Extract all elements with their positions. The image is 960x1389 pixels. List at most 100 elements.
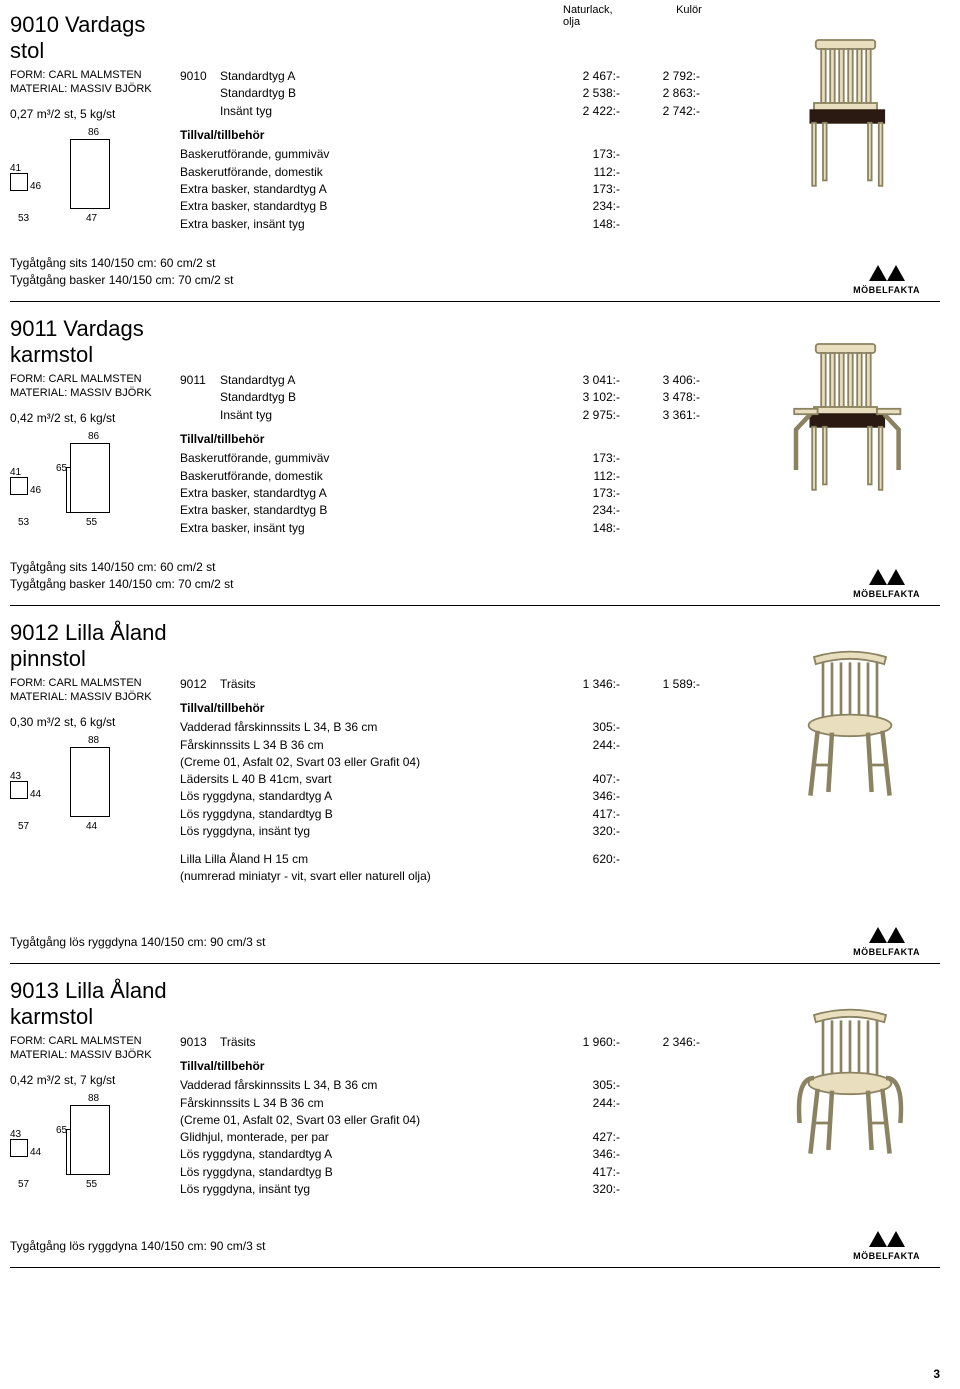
mobelfakta-icon	[869, 567, 905, 587]
footnote-line: Tygåtgång sits 140/150 cm: 60 cm/2 st	[10, 255, 233, 272]
option-price: 173:-	[540, 146, 620, 163]
product-material: MATERIAL: MASSIV BJÖRK	[10, 386, 170, 400]
option-label: Extra basker, standardtyg B	[180, 198, 540, 215]
price-row: 9013 Träsits 1 960:- 2 346:-	[180, 1034, 740, 1051]
product-title: 9011 Vardags karmstol	[10, 316, 170, 368]
price-col1: 2 975:-	[540, 407, 620, 424]
option-row: Lös ryggdyna, standardtyg B 417:-	[180, 806, 740, 823]
option-label: Lädersits L 40 B 41cm, svart	[180, 771, 540, 788]
price-col2: 3 406:-	[620, 372, 700, 389]
product-spec: 0,30 m³/2 st, 6 kg/st	[10, 715, 170, 729]
option-price: 346:-	[540, 1146, 620, 1163]
option-label: Extra basker, insänt tyg	[180, 216, 540, 233]
mobelfakta-icon	[869, 925, 905, 945]
product-section: 9010 Vardags stol FORM: CARL MALMSTEN MA…	[10, 12, 940, 302]
price-col2: 1 589:-	[620, 676, 700, 693]
price-col2: 3 478:-	[620, 389, 700, 406]
option-row: Baskerutförande, domestik 112:-	[180, 164, 740, 181]
price-label: Standardtyg A	[220, 68, 540, 85]
option-row: Baskerutförande, domestik 112:-	[180, 468, 740, 485]
option-price: 112:-	[540, 468, 620, 485]
option-row: Vadderad fårskinnssits L 34, B 36 cm 305…	[180, 719, 740, 736]
option-price: 234:-	[540, 502, 620, 519]
product-image	[770, 326, 930, 506]
option-label: Lös ryggdyna, insänt tyg	[180, 1181, 540, 1198]
price-col1: 3 041:-	[540, 372, 620, 389]
option-price: 173:-	[540, 450, 620, 467]
option-label: Baskerutförande, gummiväv	[180, 146, 540, 163]
option-row: Fårskinnssits L 34 B 36 cm 244:-	[180, 1095, 740, 1112]
price-col1: 3 102:-	[540, 389, 620, 406]
option-price: 407:-	[540, 771, 620, 788]
mobelfakta-label: MÖBELFAKTA	[853, 1251, 920, 1261]
mobelfakta-badge: MÖBELFAKTA	[853, 567, 920, 599]
options-header: Tillval/tillbehör	[180, 432, 740, 446]
price-col2: 2 742:-	[620, 103, 700, 120]
option-price: 305:-	[540, 1077, 620, 1094]
product-spec: 0,42 m³/2 st, 6 kg/st	[10, 411, 170, 425]
option-price: 173:-	[540, 485, 620, 502]
price-label: Insänt tyg	[220, 407, 540, 424]
option-label: Baskerutförande, gummiväv	[180, 450, 540, 467]
option-row: Extra basker, standardtyg A 173:-	[180, 485, 740, 502]
option-price: 346:-	[540, 788, 620, 805]
option-label: Lös ryggdyna, standardtyg B	[180, 806, 540, 823]
option-row: Baskerutförande, gummiväv 173:-	[180, 450, 740, 467]
price-label: Träsits	[220, 676, 540, 693]
option-row: Lös ryggdyna, insänt tyg 320:-	[180, 823, 740, 840]
price-label: Standardtyg A	[220, 372, 540, 389]
price-col1: 1 960:-	[540, 1034, 620, 1051]
product-material: MATERIAL: MASSIV BJÖRK	[10, 82, 170, 96]
product-spec: 0,42 m³/2 st, 7 kg/st	[10, 1073, 170, 1087]
option-note: (numrerad miniatyr - vit, svart eller na…	[180, 868, 740, 885]
price-col1: 2 467:-	[540, 68, 620, 85]
price-label: Insänt tyg	[220, 103, 540, 120]
product-title: 9010 Vardags stol	[10, 12, 170, 64]
mobelfakta-icon	[869, 1229, 905, 1249]
option-row: Lös ryggdyna, standardtyg B 417:-	[180, 1164, 740, 1181]
option-label: Lilla Lilla Åland H 15 cm	[180, 851, 540, 868]
options-header: Tillval/tillbehör	[180, 1059, 740, 1073]
option-row: Fårskinnssits L 34 B 36 cm 244:-	[180, 737, 740, 754]
price-row: Standardtyg B 2 538:- 2 863:-	[180, 85, 740, 102]
option-label: Lös ryggdyna, standardtyg A	[180, 788, 540, 805]
product-form: FORM: CARL MALMSTEN	[10, 372, 170, 386]
product-section: 9012 Lilla Åland pinnstol FORM: CARL MAL…	[10, 620, 940, 964]
dimension-diagram: 88 43 44 57 44	[10, 735, 160, 835]
price-row: Insänt tyg 2 975:- 3 361:-	[180, 407, 740, 424]
option-price: 417:-	[540, 1164, 620, 1181]
footnote-line: Tygåtgång basker 140/150 cm: 70 cm/2 st	[10, 272, 233, 289]
mobelfakta-label: MÖBELFAKTA	[853, 947, 920, 957]
dimension-diagram: 86 65 41 46 53 55	[10, 431, 160, 531]
price-label: Träsits	[220, 1034, 540, 1051]
product-image	[770, 630, 930, 810]
option-price: 417:-	[540, 806, 620, 823]
product-section: 9013 Lilla Åland karmstol FORM: CARL MAL…	[10, 978, 940, 1268]
footnote-line: Tygåtgång lös ryggdyna 140/150 cm: 90 cm…	[10, 934, 265, 951]
product-form: FORM: CARL MALMSTEN	[10, 676, 170, 690]
option-row: Extra basker, standardtyg B 234:-	[180, 198, 740, 215]
price-col2: 2 863:-	[620, 85, 700, 102]
option-price: 244:-	[540, 737, 620, 754]
mobelfakta-badge: MÖBELFAKTA	[853, 263, 920, 295]
mobelfakta-badge: MÖBELFAKTA	[853, 925, 920, 957]
price-col2: 3 361:-	[620, 407, 700, 424]
option-row: Lös ryggdyna, insänt tyg 320:-	[180, 1181, 740, 1198]
product-title: 9013 Lilla Åland karmstol	[10, 978, 170, 1030]
product-form: FORM: CARL MALMSTEN	[10, 68, 170, 82]
product-image	[770, 988, 930, 1168]
option-label: Lös ryggdyna, standardtyg A	[180, 1146, 540, 1163]
footnotes: Tygåtgång sits 140/150 cm: 60 cm/2 stTyg…	[10, 255, 233, 289]
option-price: 234:-	[540, 198, 620, 215]
price-col1: 2 538:-	[540, 85, 620, 102]
product-title: 9012 Lilla Åland pinnstol	[10, 620, 170, 672]
price-col2: 2 346:-	[620, 1034, 700, 1051]
option-row: Extra basker, insänt tyg 148:-	[180, 520, 740, 537]
price-label: Standardtyg B	[220, 85, 540, 102]
footnote-line: Tygåtgång lös ryggdyna 140/150 cm: 90 cm…	[10, 1238, 265, 1255]
option-row: Extra basker, standardtyg A 173:-	[180, 181, 740, 198]
dimension-diagram: 86 41 46 53 47	[10, 127, 160, 227]
price-row: Standardtyg B 3 102:- 3 478:-	[180, 389, 740, 406]
options-header: Tillval/tillbehör	[180, 128, 740, 142]
option-price: 148:-	[540, 216, 620, 233]
